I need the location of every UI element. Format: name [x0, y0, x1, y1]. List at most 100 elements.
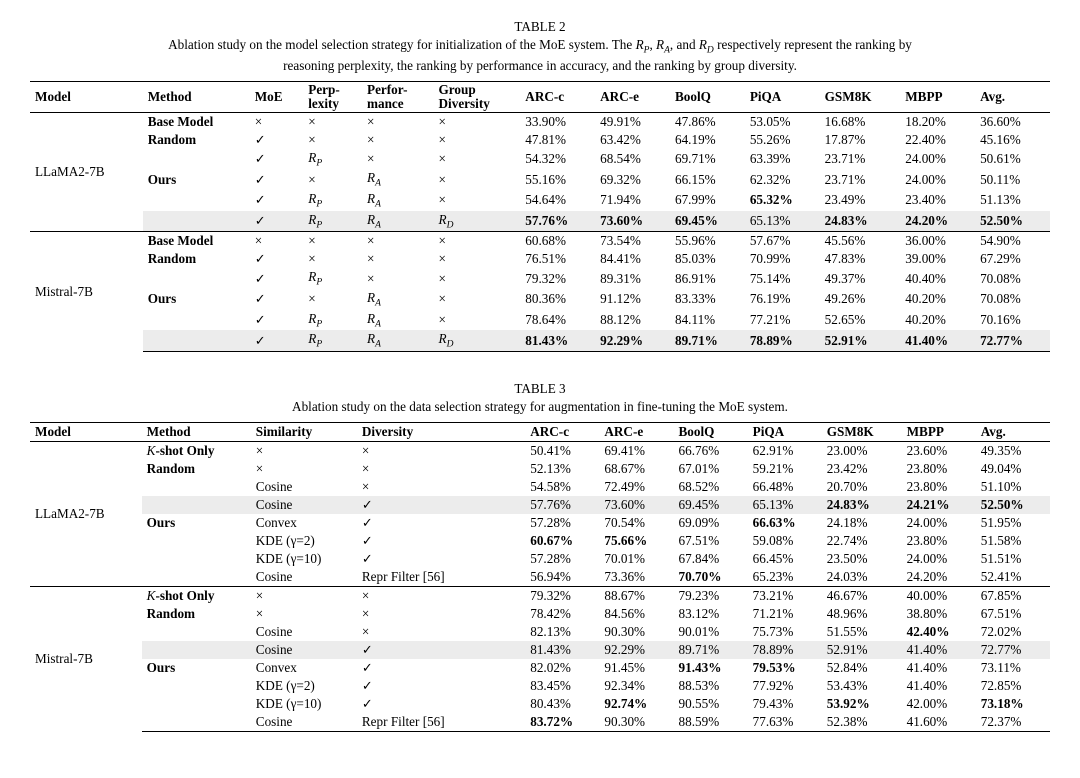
value-cell: 81.43% — [525, 641, 599, 659]
value-cell: 52.65% — [820, 310, 901, 331]
value-cell: 46.67% — [822, 586, 902, 605]
perf-cell: RA — [362, 190, 434, 211]
method-cell — [142, 713, 251, 732]
table2-label: TABLE 2 — [30, 18, 1050, 36]
value-cell: 59.08% — [748, 532, 822, 550]
value-cell: 40.40% — [900, 268, 975, 289]
value-cell: 60.68% — [520, 232, 595, 251]
diversity-cell: ✓ — [357, 677, 525, 695]
table-row: Random××78.42%84.56%83.12%71.21%48.96%38… — [30, 605, 1050, 623]
value-cell: 52.50% — [976, 496, 1050, 514]
value-cell: 70.54% — [599, 514, 673, 532]
similarity-cell: × — [251, 460, 357, 478]
table-row: ✓RPRARD57.76%73.60%69.45%65.13%24.83%24.… — [30, 211, 1050, 232]
col-similarity: Similarity — [251, 422, 357, 441]
value-cell: 72.77% — [975, 330, 1050, 351]
value-cell: 79.23% — [674, 586, 748, 605]
method-cell: Ours — [142, 659, 251, 677]
value-cell: 73.36% — [599, 568, 673, 587]
value-cell: 49.04% — [976, 460, 1050, 478]
value-cell: 53.92% — [822, 695, 902, 713]
table3-caption: TABLE 3 Ablation study on the data selec… — [30, 380, 1050, 416]
value-cell: 73.18% — [976, 695, 1050, 713]
table2: Model Method MoE Perp-lexity Perfor-manc… — [30, 81, 1050, 352]
value-cell: 53.05% — [745, 112, 820, 131]
value-cell: 83.45% — [525, 677, 599, 695]
value-cell: 39.00% — [900, 250, 975, 268]
method-cell: Random — [142, 460, 251, 478]
value-cell: 89.71% — [670, 330, 745, 351]
moe-cell: ✓ — [250, 268, 304, 289]
col-moe: MoE — [250, 82, 304, 113]
value-cell: 65.23% — [748, 568, 822, 587]
value-cell: 41.60% — [902, 713, 976, 732]
perp-cell: RP — [303, 190, 362, 211]
value-cell: 24.83% — [822, 496, 902, 514]
value-cell: 41.40% — [902, 641, 976, 659]
table-row: OursConvex✓82.02%91.45%91.43%79.53%52.84… — [30, 659, 1050, 677]
table-row: LLaMA2-7BBase Model××××33.90%49.91%47.86… — [30, 112, 1050, 131]
method-cell: Base Model — [143, 112, 250, 131]
similarity-cell: × — [251, 586, 357, 605]
value-cell: 73.54% — [595, 232, 670, 251]
value-cell: 70.99% — [745, 250, 820, 268]
col-group-diversity: GroupDiversity — [434, 82, 521, 113]
value-cell: 83.72% — [525, 713, 599, 732]
grp-cell: × — [434, 131, 521, 149]
value-cell: 24.20% — [900, 211, 975, 232]
value-cell: 45.56% — [820, 232, 901, 251]
table3: Model Method Similarity Diversity ARC-c … — [30, 422, 1050, 732]
value-cell: 51.51% — [976, 550, 1050, 568]
value-cell: 50.41% — [525, 441, 599, 460]
value-cell: 52.91% — [820, 330, 901, 351]
method-cell: Base Model — [143, 232, 250, 251]
value-cell: 79.32% — [520, 268, 595, 289]
value-cell: 91.43% — [674, 659, 748, 677]
value-cell: 85.03% — [670, 250, 745, 268]
value-cell: 23.71% — [820, 149, 901, 170]
value-cell: 67.29% — [975, 250, 1050, 268]
value-cell: 73.11% — [976, 659, 1050, 677]
value-cell: 42.00% — [902, 695, 976, 713]
similarity-cell: KDE (γ=10) — [251, 695, 357, 713]
value-cell: 88.12% — [595, 310, 670, 331]
diversity-cell: ✓ — [357, 641, 525, 659]
value-cell: 52.50% — [975, 211, 1050, 232]
moe-cell: ✓ — [250, 330, 304, 351]
table-row: ✓RPRARD81.43%92.29%89.71%78.89%52.91%41.… — [30, 330, 1050, 351]
value-cell: 69.41% — [599, 441, 673, 460]
value-cell: 54.32% — [520, 149, 595, 170]
value-cell: 67.85% — [976, 586, 1050, 605]
similarity-cell: Convex — [251, 514, 357, 532]
diversity-cell: ✓ — [357, 550, 525, 568]
perf-cell: RA — [362, 169, 434, 190]
value-cell: 80.43% — [525, 695, 599, 713]
value-cell: 55.16% — [520, 169, 595, 190]
method-cell — [142, 677, 251, 695]
value-cell: 23.60% — [902, 441, 976, 460]
value-cell: 79.32% — [525, 586, 599, 605]
value-cell: 67.51% — [976, 605, 1050, 623]
value-cell: 75.14% — [745, 268, 820, 289]
col-gsm8k: GSM8K — [820, 82, 901, 113]
grp-cell: × — [434, 268, 521, 289]
value-cell: 79.43% — [748, 695, 822, 713]
similarity-cell: KDE (γ=2) — [251, 532, 357, 550]
perf-cell: RA — [362, 211, 434, 232]
similarity-cell: KDE (γ=10) — [251, 550, 357, 568]
method-cell — [143, 330, 250, 351]
perp-cell: RP — [303, 268, 362, 289]
col-method: Method — [143, 82, 250, 113]
diversity-cell: × — [357, 623, 525, 641]
value-cell: 51.13% — [975, 190, 1050, 211]
value-cell: 88.53% — [674, 677, 748, 695]
table-row: KDE (γ=10)✓57.28%70.01%67.84%66.45%23.50… — [30, 550, 1050, 568]
perf-cell: × — [362, 250, 434, 268]
diversity-cell: × — [357, 441, 525, 460]
value-cell: 24.00% — [902, 550, 976, 568]
col-mbpp: MBPP — [902, 422, 976, 441]
value-cell: 71.94% — [595, 190, 670, 211]
value-cell: 71.21% — [748, 605, 822, 623]
value-cell: 40.20% — [900, 289, 975, 310]
method-cell — [142, 568, 251, 587]
